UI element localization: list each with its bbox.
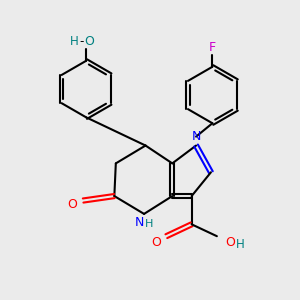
Text: H: H: [236, 238, 245, 251]
Text: O: O: [225, 236, 235, 249]
Text: O: O: [67, 198, 77, 211]
Text: O: O: [85, 35, 94, 48]
Text: H: H: [70, 35, 79, 48]
Text: O: O: [152, 236, 161, 249]
Text: F: F: [209, 41, 216, 54]
Text: N: N: [135, 216, 144, 229]
Text: H: H: [145, 219, 153, 229]
Text: N: N: [191, 130, 201, 143]
Text: -: -: [80, 35, 84, 48]
